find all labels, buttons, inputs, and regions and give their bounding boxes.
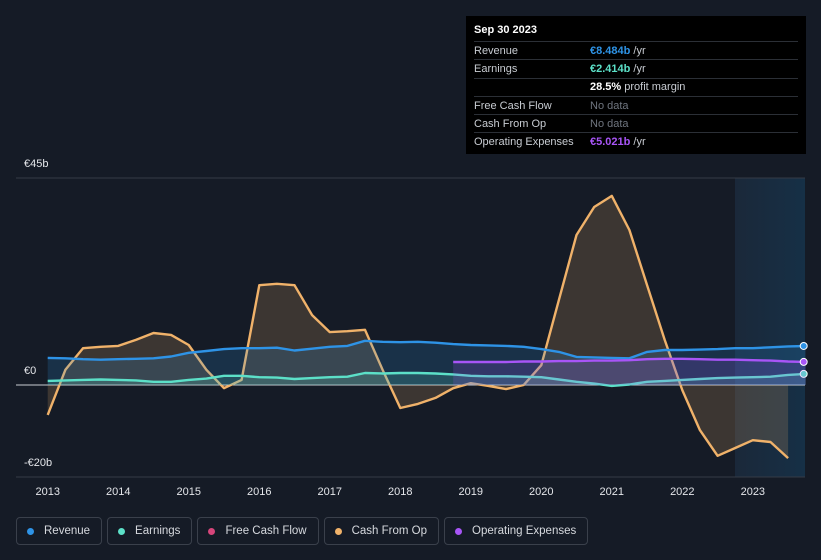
legend: Revenue Earnings Free Cash Flow Cash From O… <box>16 517 589 545</box>
x-tick-label: 2023 <box>741 486 765 498</box>
legend-item[interactable]: Revenue <box>16 517 103 545</box>
tooltip-label: Free Cash Flow <box>474 99 552 112</box>
tooltip-unit: profit margin <box>621 81 686 94</box>
tooltip-value: No data <box>590 117 629 130</box>
tooltip-label: Earnings <box>474 62 518 75</box>
tooltip-value: €8.484b <box>590 44 631 57</box>
legend-swatch <box>27 527 34 535</box>
series-line <box>46 194 789 459</box>
legend-item[interactable]: Free Cash Flow <box>197 517 319 545</box>
tooltip-row: 28.5% profit margin <box>474 77 798 96</box>
x-tick-label: 2016 <box>247 486 271 498</box>
legend-item[interactable]: Earnings <box>107 517 193 545</box>
tooltip-unit: /yr <box>630 136 646 149</box>
tooltip-value: €2.414b <box>590 62 631 75</box>
y-tick-label: -€20b <box>24 457 52 469</box>
tooltip-row: Revenue €8.484b /yr <box>474 41 798 59</box>
y-tick-label: €45b <box>24 158 48 170</box>
x-tick-label: 2019 <box>459 486 483 498</box>
forecast-region <box>735 178 805 477</box>
x-tick-label: 2015 <box>177 486 201 498</box>
series-line <box>47 371 806 388</box>
tooltip-row: Operating Expenses €5.021b /yr <box>474 132 798 150</box>
end-dot <box>799 341 808 350</box>
tooltip-row: Free Cash Flow No data <box>474 95 798 114</box>
legend-swatch <box>208 527 216 535</box>
legend-item[interactable]: Cash From Op <box>323 517 440 545</box>
series-area <box>47 340 806 385</box>
tooltip-label: Operating Expenses <box>474 136 574 149</box>
tooltip-row: Cash From Op No data <box>474 114 798 132</box>
x-tick-label: 2020 <box>529 486 553 498</box>
tooltip-row: Earnings €2.414b /yr <box>474 59 798 77</box>
tooltip-value: €5.021b <box>590 136 631 149</box>
legend-swatch <box>118 527 126 535</box>
legend-item[interactable]: Operating Expenses <box>444 517 589 545</box>
tooltip-value: No data <box>590 99 629 112</box>
tooltip-label: Cash From Op <box>474 117 547 130</box>
legend-swatch <box>455 527 463 535</box>
tooltip-value: 28.5% <box>590 81 622 94</box>
tooltip-date: Sep 30 2023 <box>474 24 537 36</box>
legend-label: Revenue <box>44 525 91 537</box>
series-line <box>47 339 806 361</box>
tooltip-unit: /yr <box>630 62 646 75</box>
x-tick-label: 2017 <box>318 486 342 498</box>
x-tick-label: 2021 <box>600 486 624 498</box>
series-line <box>453 357 806 364</box>
end-dot <box>799 357 808 366</box>
tooltip-label: Revenue <box>474 44 519 57</box>
tooltip: Sep 30 2023 Revenue €8.484b /yr Earnings €2.… <box>466 16 806 154</box>
legend-label: Free Cash Flow <box>225 525 307 537</box>
series-area <box>453 358 806 385</box>
x-tick-label: 2022 <box>670 486 694 498</box>
legend-swatch <box>334 527 342 535</box>
x-tick-label: 2013 <box>35 486 59 498</box>
legend-label: Operating Expenses <box>472 525 577 537</box>
y-tick-label: €0 <box>24 365 36 377</box>
legend-label: Cash From Op <box>351 525 428 537</box>
x-tick-label: 2014 <box>106 486 130 498</box>
series-area <box>47 195 789 459</box>
tooltip-unit: /yr <box>630 44 646 57</box>
x-tick-label: 2018 <box>388 486 412 498</box>
end-dot <box>799 369 808 378</box>
legend-label: Earnings <box>135 525 181 537</box>
